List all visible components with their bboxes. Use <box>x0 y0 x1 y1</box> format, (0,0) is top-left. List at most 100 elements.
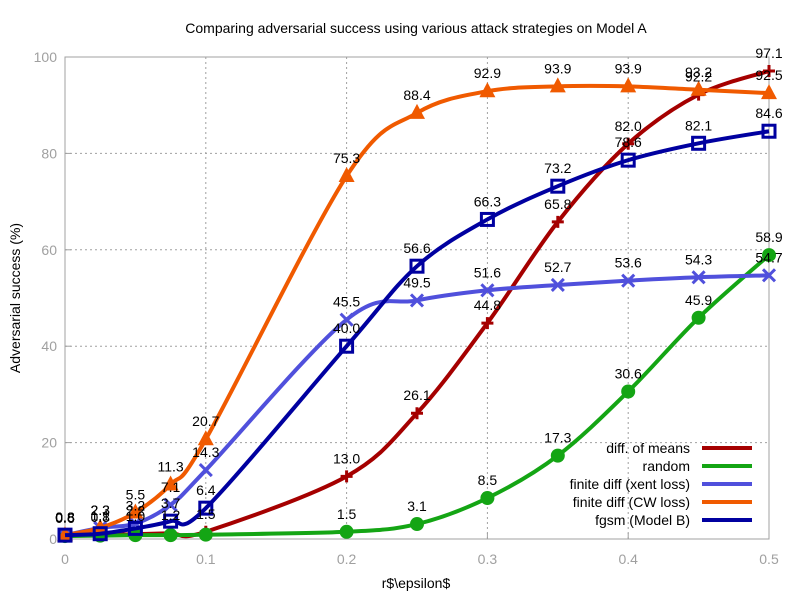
data-point-square <box>127 520 143 536</box>
data-label: 11.3 <box>157 459 183 475</box>
data-label: 0.8 <box>55 509 75 525</box>
legend-label: diff. of means <box>606 440 690 456</box>
data-point-cross <box>480 283 495 298</box>
data-label: 84.6 <box>755 105 782 121</box>
data-label: 78.6 <box>615 134 642 150</box>
data-point-triangle <box>620 77 637 93</box>
data-label: 14.3 <box>192 444 219 460</box>
data-point-cross <box>691 270 706 285</box>
data-label: 30.6 <box>615 366 642 382</box>
data-label: 17.3 <box>544 430 571 446</box>
y-tick-label: 100 <box>34 49 58 65</box>
data-label: 93.9 <box>615 60 642 76</box>
data-label: 88.4 <box>403 87 430 103</box>
data-label: 0.8 <box>55 509 75 525</box>
data-point-plus <box>340 470 353 483</box>
data-point-circle <box>691 310 706 325</box>
data-point-circle <box>480 491 495 506</box>
data-point-square <box>409 258 425 274</box>
data-point-triangle <box>549 77 566 93</box>
data-point-square <box>339 338 355 354</box>
data-label: 49.5 <box>403 274 430 290</box>
data-label: 93.2 <box>685 64 712 80</box>
data-point-square <box>479 211 495 227</box>
x-tick-label: 0.5 <box>759 551 779 567</box>
legend-label: finite diff (xent loss) <box>570 476 690 492</box>
data-label: 54.7 <box>755 249 782 265</box>
data-label: 1.2 <box>161 507 181 523</box>
data-label: 73.2 <box>544 160 571 176</box>
data-label: 20.7 <box>192 413 219 429</box>
x-axis-label: r$\epsilon$ <box>382 575 451 591</box>
data-label: 1.1 <box>90 508 110 524</box>
data-label: 0.6 <box>55 510 75 526</box>
data-label: 92.9 <box>474 65 501 81</box>
series <box>57 64 777 544</box>
data-label: 1.5 <box>337 506 357 522</box>
data-point-cross <box>409 293 425 308</box>
data-point-circle <box>621 384 636 399</box>
data-label: 54.3 <box>685 251 712 267</box>
data-label: 2.2 <box>126 502 146 518</box>
legend-label: finite diff (CW loss) <box>573 494 690 510</box>
data-label: 7.1 <box>161 479 181 495</box>
data-label: 82.0 <box>615 118 642 134</box>
data-point-square <box>163 513 179 529</box>
data-label: 66.3 <box>474 193 501 209</box>
data-label: 44.8 <box>474 297 501 313</box>
data-point-square <box>92 526 108 542</box>
data-labels: 0.8 0.8 1.0 1.2 1.513.026.144.865.882.092.29… <box>55 45 783 526</box>
data-label: 1.5 <box>196 506 216 522</box>
data-point-triangle <box>162 475 179 491</box>
y-tick-label: 80 <box>41 145 57 161</box>
data-point-plus <box>763 64 775 77</box>
x-tick-label: 0.1 <box>196 551 216 567</box>
data-point-cross <box>761 268 777 283</box>
data-label: 13.0 <box>333 450 360 466</box>
data-label: 2.3 <box>90 502 110 518</box>
data-point-plus <box>411 407 423 420</box>
data-point-circle <box>339 524 354 539</box>
data-label: 92.5 <box>755 67 782 83</box>
chart-title: Comparing adversarial success using vari… <box>185 20 647 36</box>
y-axis-label: Adversarial success (%) <box>7 223 23 373</box>
data-label: 75.3 <box>333 150 360 166</box>
data-label: 58.9 <box>755 229 782 245</box>
y-tick-label: 0 <box>49 531 57 547</box>
data-label: 97.1 <box>755 45 782 61</box>
data-point-cross <box>339 312 354 327</box>
data-point-circle <box>550 448 565 463</box>
data-label: 93.9 <box>544 60 571 76</box>
data-point-square <box>198 500 214 516</box>
legend-label: random <box>643 458 690 474</box>
legend-label: fgsm (Model B) <box>595 512 690 528</box>
data-label: 51.6 <box>474 264 501 280</box>
data-point-square <box>620 152 636 168</box>
data-label: 6.4 <box>196 482 216 498</box>
y-tick-label: 40 <box>41 338 57 354</box>
data-label: 56.6 <box>403 240 430 256</box>
plot-frame <box>64 56 770 540</box>
data-point-plus <box>622 137 635 150</box>
data-point-cross <box>550 277 565 293</box>
data-label: 0.8 <box>55 509 75 525</box>
data-point-triangle <box>127 503 144 519</box>
data-label: 0.8 <box>90 509 110 525</box>
data-label: 1.0 <box>126 508 146 524</box>
data-label: 65.8 <box>544 196 571 212</box>
data-point-triangle <box>761 84 777 100</box>
data-point-cross <box>198 463 213 478</box>
x-tick-label: 0.2 <box>337 551 357 567</box>
data-point-square <box>691 135 707 151</box>
data-point-triangle <box>409 103 425 119</box>
tick-labels: 0 0.1 0.2 0.3 0.4 0.5 0 20 40 60 80 100 <box>34 49 779 567</box>
data-point-cross <box>621 273 636 288</box>
data-point-cross <box>163 497 178 512</box>
data-point-plus <box>481 317 494 330</box>
data-point-circle <box>163 528 178 543</box>
data-point-circle <box>762 248 776 263</box>
data-point-circle <box>198 527 213 542</box>
data-label: 5.5 <box>126 486 146 502</box>
data-label: 45.5 <box>333 294 360 310</box>
